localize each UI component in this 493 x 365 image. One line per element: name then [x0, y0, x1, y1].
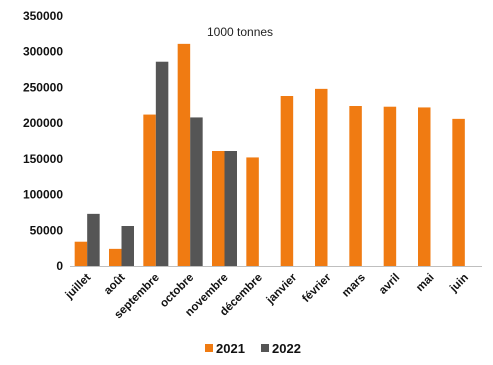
category-labels: juillet aoûtseptembreoctobrenovembredécem… — [63, 271, 471, 321]
bar-2022-septembre — [155, 61, 169, 267]
x-tick-label: avril — [377, 272, 402, 297]
x-tick-label: mai — [414, 272, 437, 295]
bar-2021-août — [109, 248, 122, 266]
bar-2021-juin — [452, 118, 465, 266]
unit-annotation: 1000 tonnes — [207, 25, 273, 39]
legend-label-2022: 2022 — [272, 341, 301, 356]
legend-swatch-2022 — [261, 344, 269, 352]
bar-2022-août — [121, 226, 134, 266]
bar-2021-septembre — [143, 114, 156, 266]
bar-2021-mars — [349, 106, 362, 266]
y-tick-label: 250000 — [23, 80, 63, 94]
x-tick-label: juillet — [63, 272, 94, 303]
y-tick-label: 100000 — [23, 188, 63, 202]
legend: 2021 2022 — [205, 341, 301, 356]
bar-2021-octobre — [177, 43, 191, 266]
y-tick-label: 200000 — [23, 116, 63, 130]
y-tick-label: 150000 — [23, 152, 63, 166]
x-tick-label: août — [102, 272, 128, 298]
bar-2021-février — [315, 88, 328, 266]
y-tick-label: 350000 — [23, 9, 63, 23]
x-tick-label: février — [300, 271, 334, 305]
y-tick-label: 50000 — [30, 223, 64, 237]
bar-2022-novembre — [224, 151, 237, 266]
bars — [74, 43, 465, 267]
legend-label-2021: 2021 — [216, 341, 245, 356]
x-tick-label: juin — [447, 272, 471, 296]
bar-2021-juillet — [74, 241, 88, 266]
y-tick-label: 0 — [56, 259, 63, 273]
bar-2022-octobre — [190, 117, 203, 267]
legend-swatch-2021 — [205, 344, 213, 352]
x-tick-label: mars — [340, 272, 368, 300]
bar-2021-avril — [383, 106, 397, 267]
y-axis: 0 50000 100000 150000 200000 250000 300000 3500… — [23, 9, 63, 273]
bar-2021-novembre — [212, 151, 225, 266]
y-tick-label: 300000 — [23, 45, 63, 59]
bar-2021-janvier — [280, 96, 294, 266]
bar-2021-mai — [418, 107, 431, 267]
bar-2021-décembre — [246, 157, 259, 266]
x-tick-label: janvier — [264, 271, 300, 307]
bar-2022-juillet — [87, 213, 100, 266]
